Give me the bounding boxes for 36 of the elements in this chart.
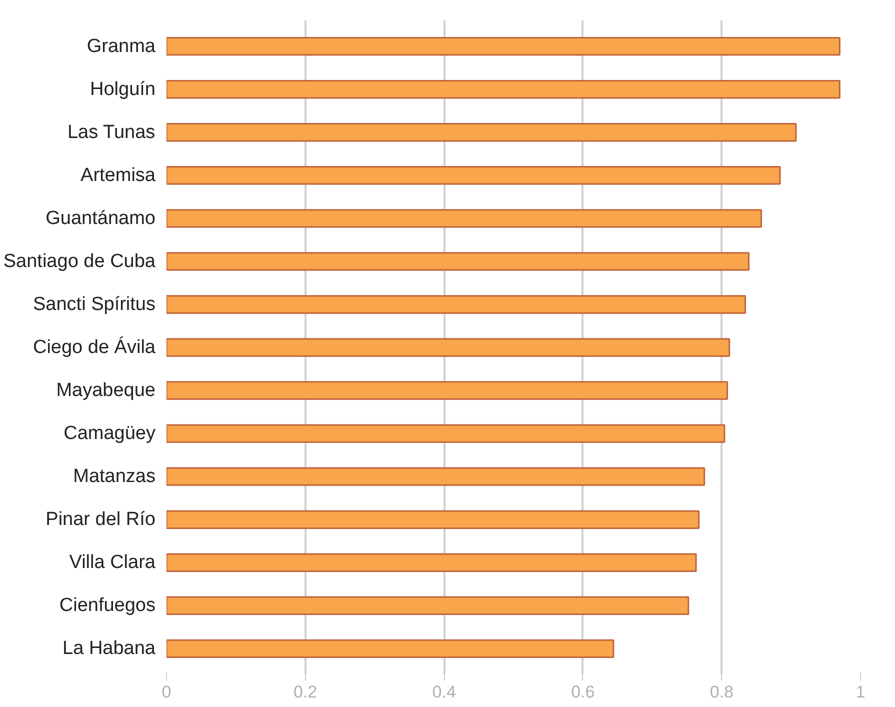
y-tick-label: Mayabeque [56, 380, 156, 402]
y-tick-label: Pinar del Río [46, 509, 156, 530]
bar [166, 80, 840, 99]
bar [166, 596, 690, 616]
y-tick-label: Las Tunas [67, 122, 156, 143]
bar [166, 467, 706, 486]
y-tick-label: Cienfuegos [59, 595, 156, 616]
y-tick-label: Camagüey [64, 423, 156, 444]
bar [166, 252, 750, 271]
bar [166, 123, 797, 142]
y-tick-label: Artemisa [80, 164, 156, 186]
x-tick-label: 1 [856, 682, 866, 702]
bar [166, 639, 614, 658]
y-tick-label: Ciego de Ávila [32, 336, 156, 358]
x-tick-label: 0.2 [293, 682, 318, 702]
y-tick-label: Sancti Spíritus [33, 294, 156, 315]
y-tick-label: Villa Clara [69, 552, 156, 574]
y-tick-label: La Habana [62, 638, 156, 660]
bar [166, 338, 730, 357]
bar [166, 424, 726, 443]
bar [166, 510, 700, 529]
x-tick-label: 0.8 [710, 682, 734, 702]
x-tick-label: 0 [162, 682, 172, 702]
y-tick-label: Santiago de Cuba [3, 250, 156, 272]
bar [166, 209, 762, 228]
x-tick-label: 0.4 [432, 682, 456, 702]
bar [166, 553, 697, 572]
y-tick-label: Granma [86, 36, 156, 57]
bar [166, 36, 840, 56]
y-tick-label: Holguín [90, 78, 156, 100]
y-tick-label: Guantánamo [46, 208, 156, 229]
bar [166, 381, 728, 400]
y-tick-label: Matanzas [73, 466, 156, 488]
bar [166, 166, 781, 185]
bar [166, 295, 746, 314]
x-tick-label: 0.6 [571, 682, 595, 702]
